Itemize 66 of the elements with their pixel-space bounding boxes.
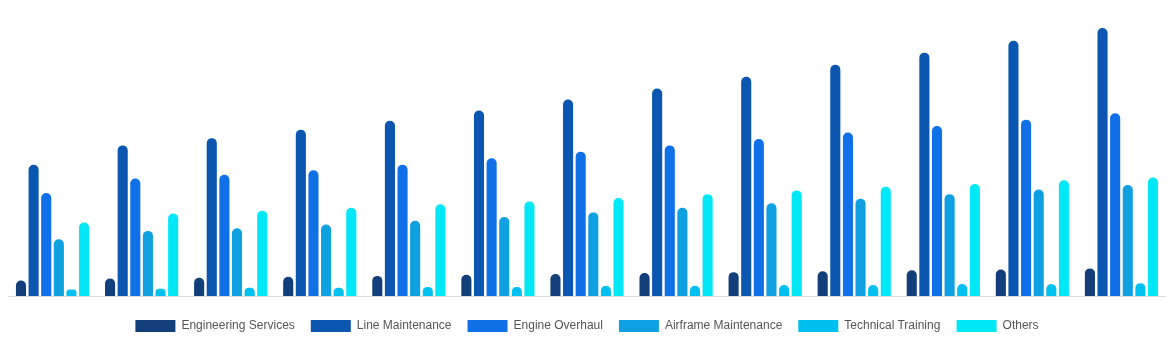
bar — [652, 88, 663, 296]
bar — [321, 224, 332, 296]
bar — [995, 269, 1006, 296]
bar — [1110, 113, 1121, 296]
bar — [919, 52, 930, 296]
bar — [41, 193, 52, 296]
bar — [969, 183, 980, 296]
legend-label: Engineering Services — [181, 318, 295, 333]
bar — [1033, 189, 1044, 296]
bar — [613, 197, 624, 296]
legend-label: Airframe Maintenance — [664, 318, 783, 333]
bar — [397, 164, 408, 296]
bar — [1058, 180, 1069, 296]
bar — [1084, 268, 1095, 296]
bar — [461, 274, 472, 296]
bar — [817, 271, 828, 296]
bar — [473, 110, 485, 296]
bar — [130, 178, 141, 296]
bar — [931, 126, 943, 296]
bar — [168, 213, 179, 296]
bar — [550, 274, 561, 296]
bar — [880, 186, 891, 296]
bar — [664, 145, 675, 296]
bar — [524, 201, 535, 296]
bar — [53, 239, 64, 296]
bar — [906, 270, 917, 296]
bar — [1147, 177, 1159, 296]
bar — [308, 170, 319, 296]
bar — [257, 210, 268, 296]
bar — [384, 120, 395, 296]
bar — [1008, 40, 1019, 296]
bar — [206, 138, 217, 296]
bar — [486, 158, 497, 296]
bar — [842, 132, 853, 296]
legend-label: Line Maintenance — [356, 318, 452, 333]
bar — [830, 64, 841, 296]
bar — [702, 194, 713, 296]
bar — [346, 207, 357, 296]
bar — [79, 222, 90, 296]
bar — [410, 220, 421, 296]
bar — [435, 204, 446, 296]
bar — [575, 151, 586, 296]
bar — [563, 99, 574, 296]
bar — [944, 194, 955, 296]
bar — [1021, 119, 1032, 296]
bar — [1122, 185, 1133, 296]
legend-label: Others — [1002, 318, 1039, 333]
bar — [766, 203, 777, 296]
bar — [295, 129, 306, 296]
bar — [28, 164, 39, 296]
legend-label: Engine Overhaul — [513, 318, 603, 333]
bar — [677, 207, 688, 296]
bar — [117, 145, 128, 296]
bar — [741, 76, 752, 296]
bar — [142, 230, 153, 296]
bar — [855, 198, 866, 296]
bar — [231, 228, 243, 296]
bar — [728, 272, 739, 296]
bar — [791, 190, 802, 296]
bar — [499, 216, 510, 296]
bar — [753, 138, 764, 296]
bar — [219, 174, 230, 296]
bar — [588, 212, 599, 296]
bar — [639, 272, 650, 296]
legend-label: Technical Training — [844, 318, 941, 333]
bar — [1097, 28, 1108, 296]
